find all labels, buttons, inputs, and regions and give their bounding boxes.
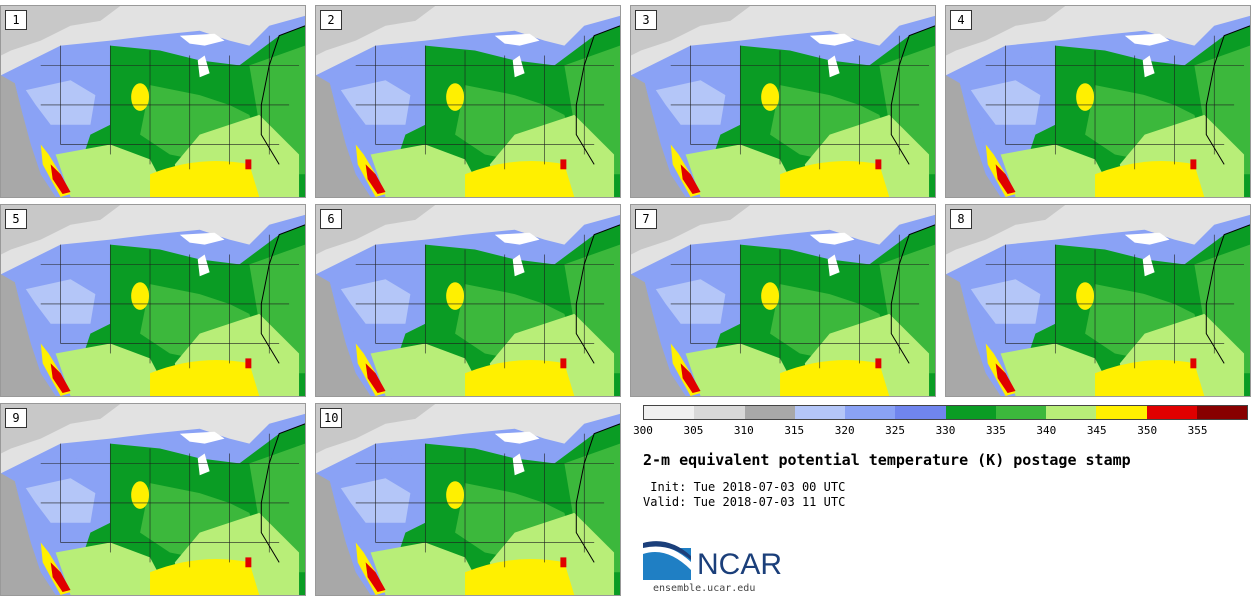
colorbar-segment [644,406,695,419]
member-panel: 5 [0,204,306,397]
colorbar-tick-label: 305 [683,424,704,437]
colorbar-tick-label: 330 [935,424,956,437]
valid-time: Valid: Tue 2018-07-03 11 UTC [643,495,846,509]
member-number-label: 3 [635,10,657,30]
colorbar-segment [995,406,1046,419]
member-map [946,205,1250,396]
member-number-label: 8 [950,209,972,229]
member-panel: 8 [945,204,1251,397]
colorbar-segment [1146,406,1197,419]
member-number-label: 9 [5,408,27,428]
chart-title: 2-m equivalent potential temperature (K)… [643,451,1131,469]
member-panel: 4 [945,5,1251,198]
colorbar-segment [845,406,896,419]
colorbar-segment [694,406,745,419]
member-map [316,404,620,595]
colorbar-tick-label: 355 [1187,424,1208,437]
member-number-label: 6 [320,209,342,229]
member-number-label: 1 [5,10,27,30]
member-panel: 1 [0,5,306,198]
colorbar-tick-label: 315 [784,424,805,437]
member-panel: 10 [315,403,621,596]
colorbar-tick-label: 350 [1137,424,1158,437]
colorbar-tick-label: 320 [834,424,855,437]
colorbar-tick-label: 340 [1036,424,1057,437]
member-map [946,6,1250,197]
colorbar [643,405,1248,420]
member-panel: 6 [315,204,621,397]
colorbar-tick-label: 325 [885,424,906,437]
member-panel: 9 [0,403,306,596]
ncar-logo-text: NCAR [697,548,783,581]
member-number-label: 5 [5,209,27,229]
member-map [1,404,305,595]
ensemble-url: ensemble.ucar.edu [653,583,756,594]
colorbar-segment [1196,406,1247,419]
member-panel: 7 [630,204,936,397]
ncar-logo-icon [643,541,691,580]
colorbar-tick-labels: 300 305 310 315 320 325 330 335 340 345 350 355 [633,424,1248,438]
colorbar-tick-label: 310 [733,424,754,437]
member-panel: 2 [315,5,621,198]
init-time: Init: Tue 2018-07-03 00 UTC [643,480,846,494]
member-number-label: 7 [635,209,657,229]
member-number-label: 10 [320,408,343,428]
colorbar-tick-label: 300 [633,424,653,437]
member-map [631,6,935,197]
member-map [1,205,305,396]
member-map [631,205,935,396]
colorbar-segment [1096,406,1147,419]
colorbar-segment [794,406,845,419]
colorbar-segment [945,406,996,419]
colorbar-tick-label: 345 [1086,424,1107,437]
member-map [316,6,620,197]
member-panel: 3 [630,5,936,198]
colorbar-segment [1046,406,1097,419]
member-number-label: 2 [320,10,342,30]
colorbar-segment [744,406,795,419]
member-map [316,205,620,396]
colorbar-segment [895,406,946,419]
member-number-label: 4 [950,10,972,30]
colorbar-tick-label: 335 [985,424,1006,437]
member-map [1,6,305,197]
